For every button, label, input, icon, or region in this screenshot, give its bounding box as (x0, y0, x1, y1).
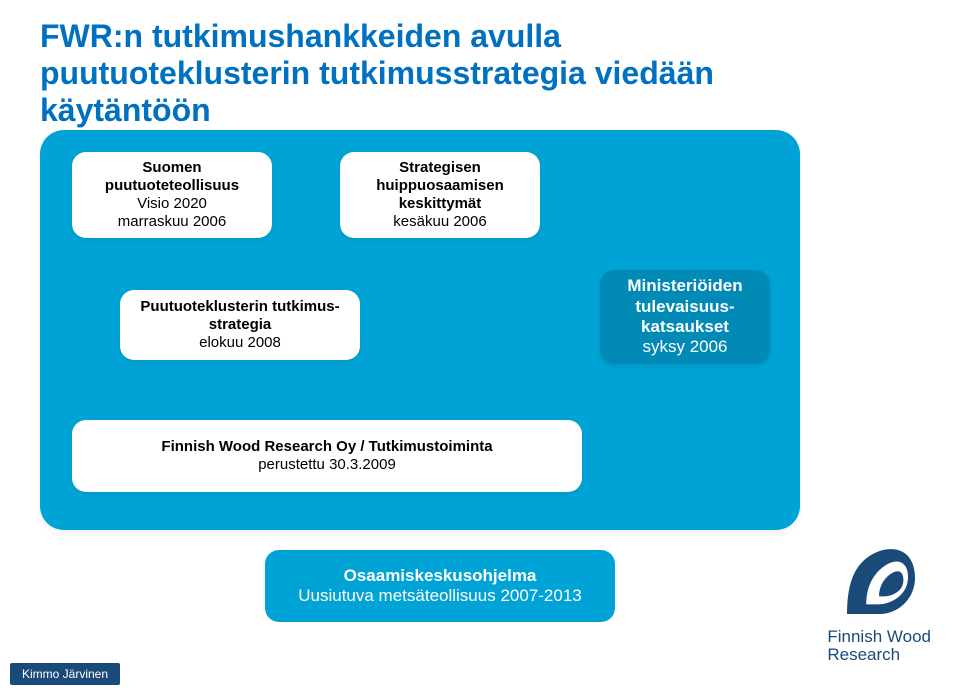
b6-sub: Uusiutuva metsäteollisuus 2007-2013 (298, 586, 582, 606)
fwr-logo-icon (839, 542, 919, 622)
title-line-2: puutuoteklusterin tutkimusstrategia vied… (40, 55, 714, 91)
main-container: Suomen puutuoteteollisuus Visio 2020 mar… (40, 130, 800, 530)
b1-sub2: marraskuu 2006 (118, 213, 226, 231)
b6-label: Osaamiskeskusohjelma (344, 566, 537, 586)
box-cluster-strategy: Puutuoteklusterin tutkimus-strategia elo… (120, 290, 360, 360)
box-vision-2020: Suomen puutuoteteollisuus Visio 2020 mar… (72, 152, 272, 238)
b1-sub: Visio 2020 (137, 195, 207, 213)
b2-label: Strategisen huippuosaamisen keskittymät (350, 159, 530, 213)
title-line-3: käytäntöön (40, 92, 211, 128)
slide: FWR:n tutkimushankkeiden avulla puutuote… (0, 0, 959, 693)
b3-sub: syksy 2006 (642, 337, 727, 357)
box-osaamiskeskusohjelma: Osaamiskeskusohjelma Uusiutuva metsäteol… (265, 550, 615, 622)
b4-sub: elokuu 2008 (199, 334, 281, 352)
logo-line-1: Finnish Wood (827, 627, 931, 646)
b4-label: Puutuoteklusterin tutkimus-strategia (130, 298, 350, 334)
box-ministry-outlooks: Ministeriöiden tulevaisuus-katsaukset sy… (600, 270, 770, 364)
b1-label: Suomen puutuoteteollisuus (82, 159, 262, 195)
b5-sub: perustettu 30.3.2009 (258, 456, 396, 474)
fwr-logo: Finnish Wood Research (827, 542, 931, 665)
fwr-logo-text: Finnish Wood Research (827, 628, 931, 665)
b5-label: Finnish Wood Research Oy / Tutkimustoimi… (161, 438, 492, 456)
title-line-1: FWR:n tutkimushankkeiden avulla (40, 18, 561, 54)
footer-author-name: Kimmo Järvinen (10, 663, 120, 685)
logo-line-2: Research (827, 645, 900, 664)
b3-label: Ministeriöiden tulevaisuus-katsaukset (614, 276, 756, 337)
box-fwr-research: Finnish Wood Research Oy / Tutkimustoimi… (72, 420, 582, 492)
box-strategic-cores: Strategisen huippuosaamisen keskittymät … (340, 152, 540, 238)
b2-sub: kesäkuu 2006 (393, 213, 486, 231)
page-title: FWR:n tutkimushankkeiden avulla puutuote… (40, 18, 919, 128)
